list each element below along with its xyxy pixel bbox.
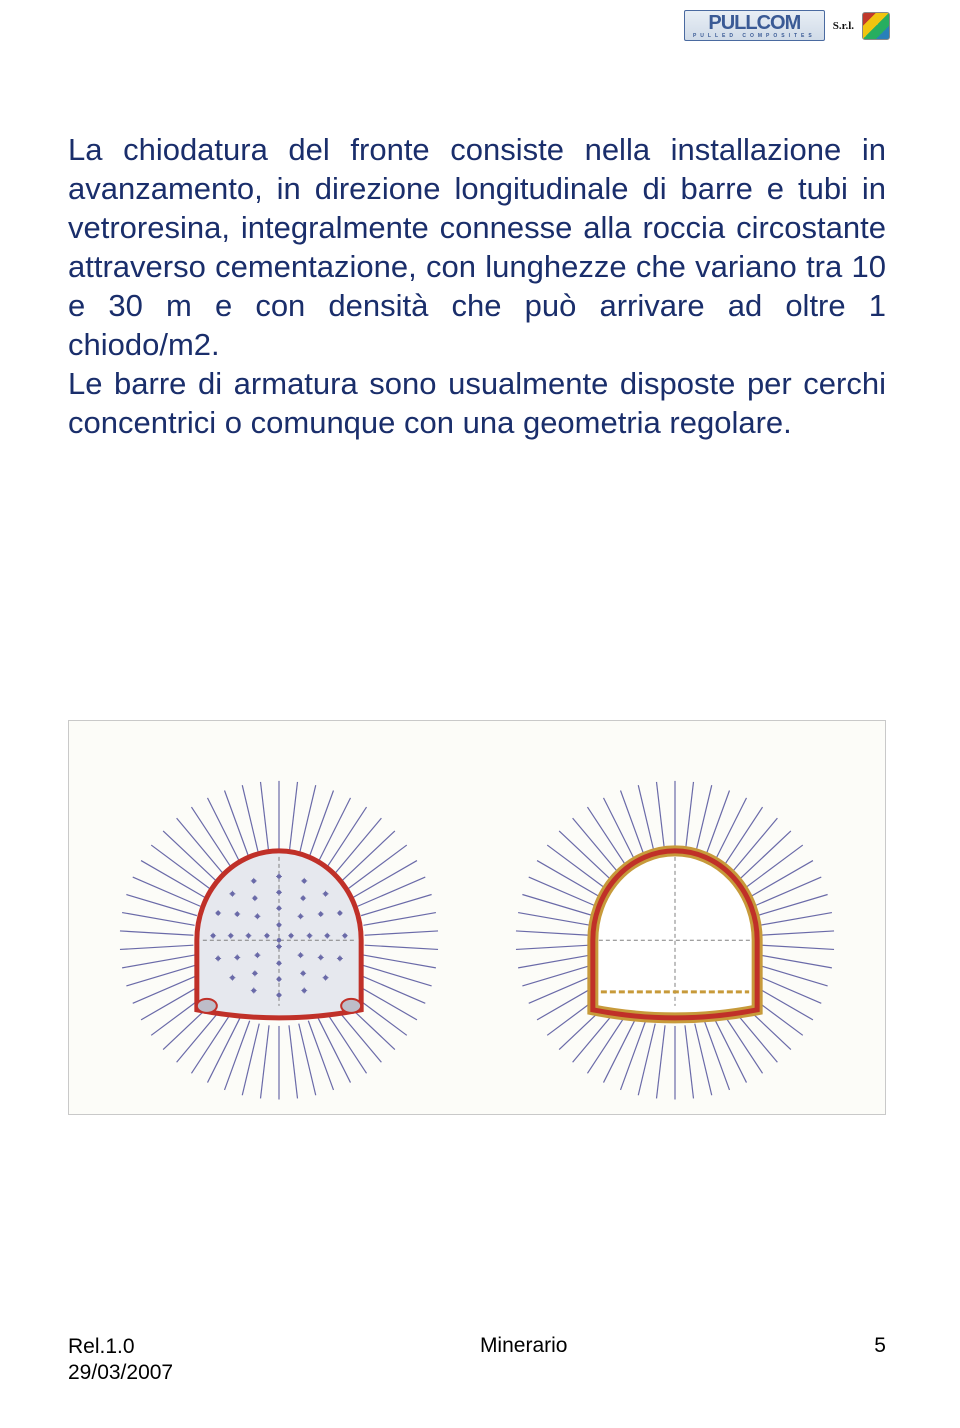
footer-page: 5 <box>874 1334 886 1387</box>
page-header: PULLCOM PULLED COMPOSITES S.r.l. <box>684 10 890 41</box>
tunnel-diagram-figure <box>68 720 886 1115</box>
footer-center: Minerario <box>480 1334 568 1387</box>
tunnel-diagram <box>485 733 865 1103</box>
company-logo: PULLCOM PULLED COMPOSITES <box>684 10 825 41</box>
company-suffix: S.r.l. <box>833 20 854 32</box>
logo-main-text: PULLCOM <box>708 13 800 33</box>
flag-icon <box>862 12 890 40</box>
footer-date: 29/03/2007 <box>68 1360 173 1386</box>
footer-left: Rel.1.0 29/03/2007 <box>68 1334 173 1387</box>
body-paragraph: La chiodatura del fronte consiste nella … <box>68 130 886 442</box>
page-footer: Rel.1.0 29/03/2007 Minerario 5 <box>68 1334 886 1387</box>
footer-rel: Rel.1.0 <box>68 1334 173 1360</box>
tunnel-diagram <box>89 733 469 1103</box>
logo-sub-text: PULLED COMPOSITES <box>693 33 816 39</box>
